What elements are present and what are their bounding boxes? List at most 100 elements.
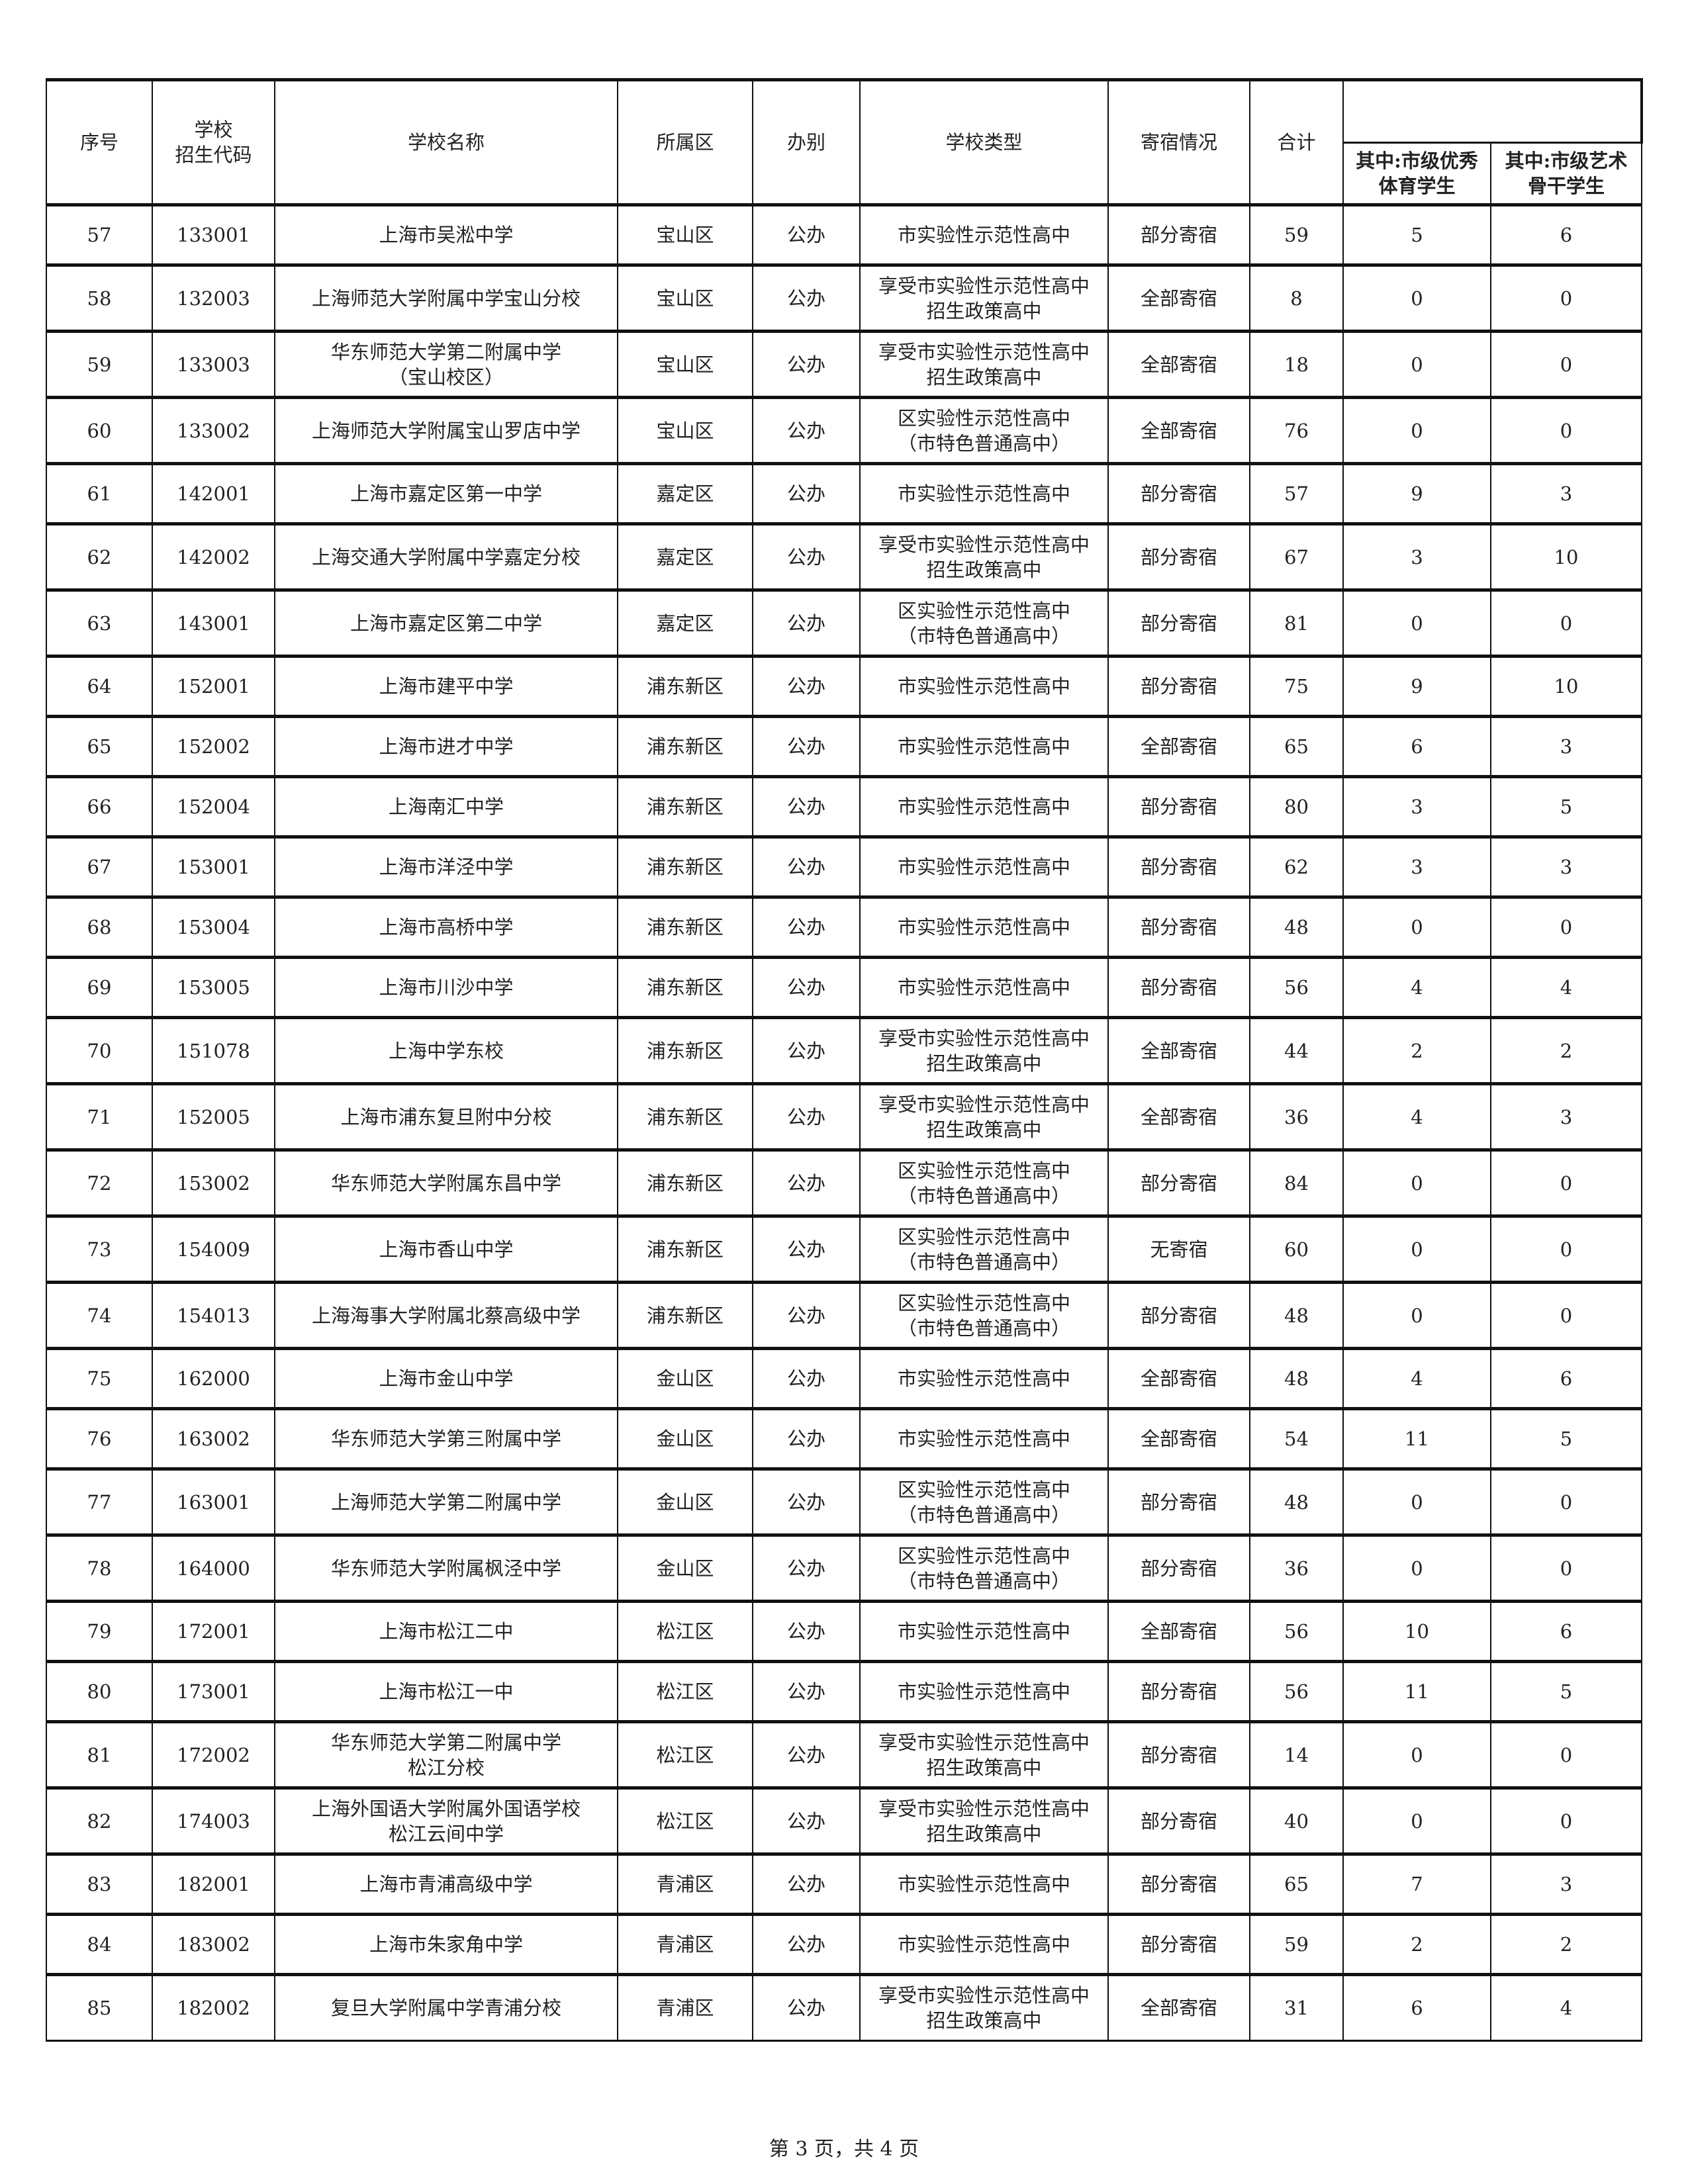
cell-district: 宝山区	[617, 330, 753, 398]
header-school-type: 学校类型	[859, 78, 1109, 206]
table-row: 66 152004 上海南汇中学 浦东新区 公办 市实验性示范性高中 部分寄宿 80 3 5	[46, 775, 1642, 838]
cell-sports: 0	[1342, 1281, 1491, 1349]
cell-boarding: 部分寄宿	[1107, 1148, 1250, 1217]
cell-total: 54	[1249, 1407, 1344, 1470]
cell-school-type: 区实验性示范性高中 （市特色普通高中）	[859, 1533, 1109, 1602]
cell-district: 浦东新区	[617, 895, 753, 958]
cell-boarding: 部分寄宿	[1107, 1533, 1250, 1602]
table-row: 84 183002 上海市朱家角中学 青浦区 公办 市实验性示范性高中 部分寄宿 59 2 2	[46, 1913, 1642, 1976]
table-row: 73 154009 上海市香山中学 浦东新区 公办 区实验性示范性高中 （市特色普通高中）…	[46, 1214, 1642, 1283]
cell-name: 华东师范大学附属枫泾中学	[274, 1533, 618, 1602]
table-row: 63 143001 上海市嘉定区第二中学 嘉定区 公办 区实验性示范性高中 （市特色普通高…	[46, 588, 1642, 657]
cell-sports: 5	[1342, 203, 1491, 266]
table-row: 65 152002 上海市进才中学 浦东新区 公办 市实验性示范性高中 全部寄宿 65 6 3	[46, 715, 1642, 778]
cell-code: 162000	[152, 1347, 275, 1410]
cell-district: 青浦区	[617, 1973, 753, 2042]
cell-type-run: 公办	[752, 203, 861, 266]
table-row: 75 162000 上海市金山中学 金山区 公办 市实验性示范性高中 全部寄宿 48 4 6	[46, 1347, 1642, 1410]
cell-sports: 0	[1342, 1148, 1491, 1217]
cell-code: 163001	[152, 1467, 275, 1536]
cell-boarding: 部分寄宿	[1107, 1913, 1250, 1976]
cell-school-type: 区实验性示范性高中 （市特色普通高中）	[859, 396, 1109, 465]
cell-arts: 0	[1490, 1533, 1642, 1602]
cell-boarding: 部分寄宿	[1107, 203, 1250, 266]
cell-type-run: 公办	[752, 1786, 861, 1855]
cell-boarding: 全部寄宿	[1107, 396, 1250, 465]
cell-arts: 3	[1490, 1082, 1642, 1151]
table-row: 60 133002 上海师范大学附属宝山罗店中学 宝山区 公办 区实验性示范性高中 （市特…	[46, 396, 1642, 465]
cell-seq: 65	[46, 715, 153, 778]
cell-total: 48	[1249, 895, 1344, 958]
cell-sports: 0	[1342, 588, 1491, 657]
cell-school-type: 区实验性示范性高中 （市特色普通高中）	[859, 588, 1109, 657]
table-body: 57 133001 上海市吴淞中学 宝山区 公办 市实验性示范性高中 部分寄宿 59 5 6 58 1…	[46, 203, 1642, 2042]
cell-school-type: 享受市实验性示范性高中 招生政策高中	[859, 1016, 1109, 1085]
cell-boarding: 全部寄宿	[1107, 715, 1250, 778]
cell-total: 84	[1249, 1148, 1344, 1217]
cell-seq: 64	[46, 655, 153, 717]
cell-code: 152001	[152, 655, 275, 717]
cell-type-run: 公办	[752, 1600, 861, 1662]
header-total: 合计	[1249, 78, 1344, 206]
cell-type-run: 公办	[752, 1148, 861, 1217]
cell-seq: 79	[46, 1600, 153, 1662]
cell-total: 56	[1249, 1600, 1344, 1662]
table-row: 69 153005 上海市川沙中学 浦东新区 公办 市实验性示范性高中 部分寄宿 56 4 4	[46, 956, 1642, 1019]
cell-name: 上海市金山中学	[274, 1347, 618, 1410]
cell-type-run: 公办	[752, 263, 861, 332]
cell-school-type: 享受市实验性示范性高中 招生政策高中	[859, 1786, 1109, 1855]
table-row: 68 153004 上海市高桥中学 浦东新区 公办 市实验性示范性高中 部分寄宿 48 0 0	[46, 895, 1642, 958]
cell-type-run: 公办	[752, 1720, 861, 1789]
cell-type-run: 公办	[752, 1973, 861, 2042]
cell-sports: 4	[1342, 1347, 1491, 1410]
cell-boarding: 全部寄宿	[1107, 1082, 1250, 1151]
cell-school-type: 市实验性示范性高中	[859, 956, 1109, 1019]
cell-seq: 61	[46, 462, 153, 525]
cell-seq: 66	[46, 775, 153, 838]
cell-district: 浦东新区	[617, 835, 753, 898]
cell-type-run: 公办	[752, 1660, 861, 1723]
cell-type-run: 公办	[752, 396, 861, 465]
header-arts: 其中:市级艺术 骨干学生	[1490, 142, 1642, 206]
cell-arts: 0	[1490, 263, 1642, 332]
cell-seq: 74	[46, 1281, 153, 1349]
cell-boarding: 部分寄宿	[1107, 462, 1250, 525]
cell-total: 81	[1249, 588, 1344, 657]
cell-code: 133001	[152, 203, 275, 266]
cell-school-type: 市实验性示范性高中	[859, 775, 1109, 838]
cell-sports: 3	[1342, 835, 1491, 898]
cell-arts: 0	[1490, 1467, 1642, 1536]
cell-district: 松江区	[617, 1600, 753, 1662]
cell-name: 复旦大学附属中学青浦分校	[274, 1973, 618, 2042]
cell-code: 143001	[152, 588, 275, 657]
cell-type-run: 公办	[752, 1082, 861, 1151]
cell-school-type: 市实验性示范性高中	[859, 1407, 1109, 1470]
cell-total: 62	[1249, 835, 1344, 898]
cell-school-type: 区实验性示范性高中 （市特色普通高中）	[859, 1467, 1109, 1536]
cell-seq: 73	[46, 1214, 153, 1283]
cell-seq: 59	[46, 330, 153, 398]
cell-district: 嘉定区	[617, 522, 753, 591]
cell-boarding: 全部寄宿	[1107, 1600, 1250, 1662]
cell-code: 174003	[152, 1786, 275, 1855]
cell-type-run: 公办	[752, 775, 861, 838]
cell-name: 上海中学东校	[274, 1016, 618, 1085]
cell-code: 153002	[152, 1148, 275, 1217]
cell-arts: 3	[1490, 715, 1642, 778]
cell-type-run: 公办	[752, 895, 861, 958]
cell-sports: 0	[1342, 1533, 1491, 1602]
cell-boarding: 全部寄宿	[1107, 1973, 1250, 2042]
cell-arts: 0	[1490, 895, 1642, 958]
cell-type-run: 公办	[752, 1852, 861, 1915]
table-row: 58 132003 上海师范大学附属中学宝山分校 宝山区 公办 享受市实验性示范性高中 招…	[46, 263, 1642, 332]
cell-code: 142002	[152, 522, 275, 591]
cell-district: 浦东新区	[617, 956, 753, 1019]
cell-arts: 6	[1490, 203, 1642, 266]
cell-code: 183002	[152, 1913, 275, 1976]
cell-total: 65	[1249, 1852, 1344, 1915]
cell-school-type: 市实验性示范性高中	[859, 715, 1109, 778]
table-row: 59 133003 华东师范大学第二附属中学 （宝山校区） 宝山区 公办 享受市实验性示范…	[46, 330, 1642, 398]
cell-total: 76	[1249, 396, 1344, 465]
cell-sports: 2	[1342, 1016, 1491, 1085]
cell-code: 153004	[152, 895, 275, 958]
